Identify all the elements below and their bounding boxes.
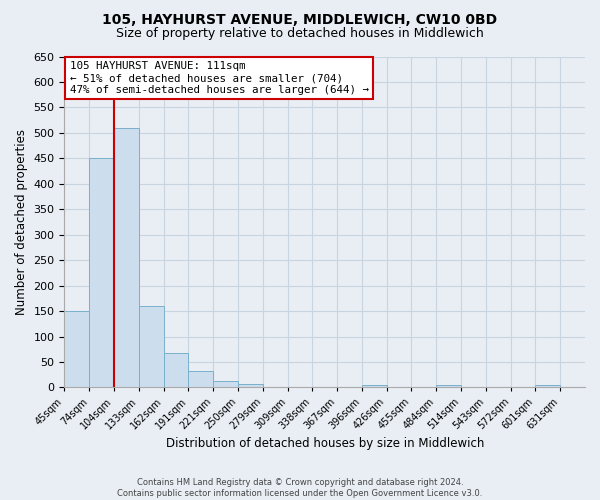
- Text: Size of property relative to detached houses in Middlewich: Size of property relative to detached ho…: [116, 28, 484, 40]
- Bar: [139, 306, 164, 388]
- Bar: [213, 382, 238, 388]
- Bar: [535, 385, 560, 388]
- Text: 105, HAYHURST AVENUE, MIDDLEWICH, CW10 0BD: 105, HAYHURST AVENUE, MIDDLEWICH, CW10 0…: [103, 12, 497, 26]
- Y-axis label: Number of detached properties: Number of detached properties: [15, 129, 28, 315]
- Bar: [164, 354, 188, 388]
- Bar: [114, 128, 139, 388]
- Bar: [188, 371, 213, 388]
- Text: 105 HAYHURST AVENUE: 111sqm
← 51% of detached houses are smaller (704)
47% of se: 105 HAYHURST AVENUE: 111sqm ← 51% of det…: [70, 62, 368, 94]
- Bar: [64, 311, 89, 388]
- Bar: [436, 385, 461, 388]
- X-axis label: Distribution of detached houses by size in Middlewich: Distribution of detached houses by size …: [166, 437, 484, 450]
- Bar: [362, 385, 386, 388]
- Text: Contains HM Land Registry data © Crown copyright and database right 2024.
Contai: Contains HM Land Registry data © Crown c…: [118, 478, 482, 498]
- Bar: [238, 384, 263, 388]
- Bar: [89, 158, 114, 388]
